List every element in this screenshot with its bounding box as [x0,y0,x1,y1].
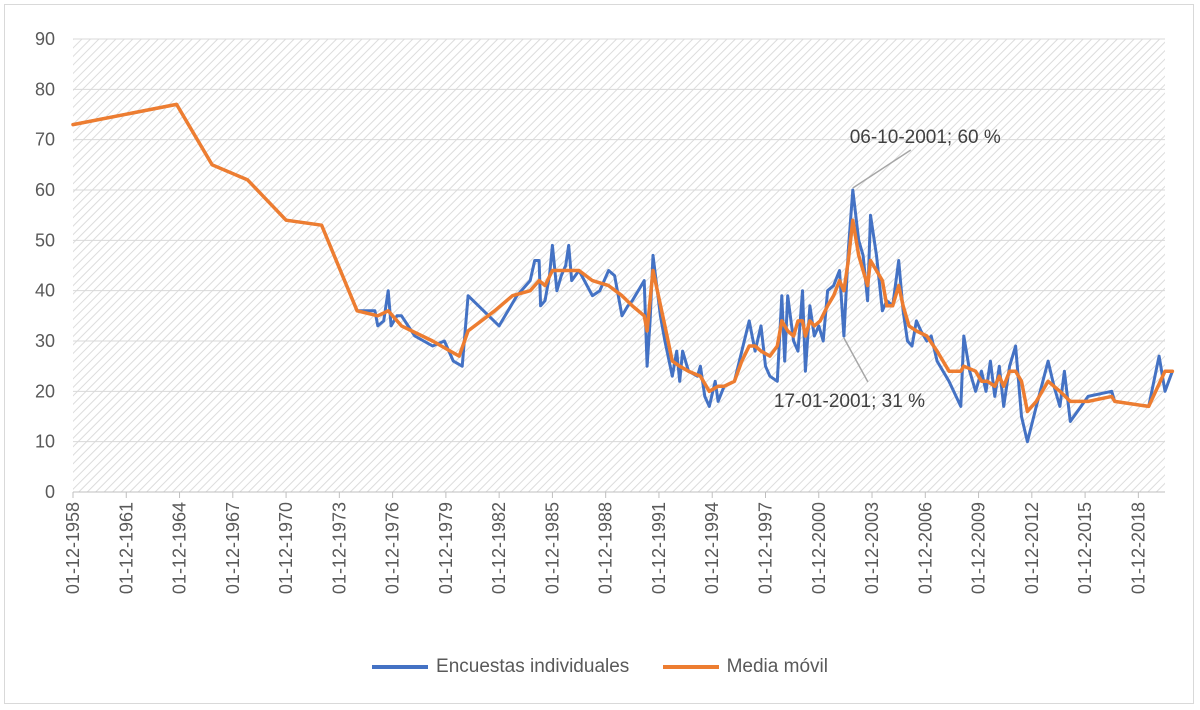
legend-item-media-movil: Media móvil [662,656,828,678]
annotation-low: 17-01-2001; 31 % [774,391,925,412]
x-tick-label: 01-12-1991 [649,502,669,594]
annotation-leader-low [843,337,869,383]
series-line-media-movil [71,102,1175,414]
x-tick-label: 01-12-2003 [862,502,882,594]
x-tick-label: 01-12-1961 [116,502,136,594]
y-tick-label: 40 [35,281,55,301]
plot-area [73,39,1165,492]
y-tick-label: 50 [35,230,55,250]
legend-label-media-movil: Media móvil [726,656,828,677]
x-tick-label: 01-12-1982 [489,502,509,594]
y-tick-label: 80 [35,79,55,99]
x-tick-label: 01-12-1964 [170,502,190,594]
annotation-leader-peak [852,149,912,189]
x-tick-label: 01-12-2000 [809,502,829,594]
y-tick-label: 10 [35,432,55,452]
legend-item-encuestas: Encuestas individuales [372,656,629,678]
y-axis: 0 10 20 30 40 50 60 70 80 90 [35,29,55,502]
y-tick-label: 20 [35,381,55,401]
x-tick-label: 01-12-1994 [702,502,722,594]
x-tick-label: 01-12-1976 [383,502,403,594]
x-tick-label: 01-12-2015 [1075,502,1095,594]
x-tick-label: 01-12-2018 [1128,502,1148,594]
chart-frame: 0 10 20 30 40 50 60 70 80 90 01-12-1958 01-12-1961… [4,4,1194,704]
line-chart: 0 10 20 30 40 50 60 70 80 90 01-12-1958 01-12-1961… [35,29,1175,594]
x-tick-label: 01-12-1973 [329,502,349,594]
series-lines [71,102,1175,444]
y-tick-label: 70 [35,130,55,150]
annotations: 06-10-2001; 60 % 17-01-2001; 31 % [774,127,1001,412]
legend-swatch-media-movil [662,665,719,669]
x-tick-label: 01-12-1958 [63,502,83,594]
x-tick-label: 01-12-2006 [915,502,935,594]
legend-label-encuestas: Encuestas individuales [436,656,630,677]
legend-swatch-encuestas [372,665,429,669]
x-tick-label: 01-12-2012 [1022,502,1042,594]
y-tick-label: 90 [35,29,55,49]
annotation-peak: 06-10-2001; 60 % [850,127,1001,148]
x-tick-label: 01-12-1985 [542,502,562,594]
legend: Encuestas individuales Media móvil [5,653,1195,678]
x-tick-label: 01-12-1970 [276,502,296,594]
y-tick-label: 0 [45,482,55,502]
y-tick-label: 30 [35,331,55,351]
x-axis: 01-12-1958 01-12-1961 01-12-1964 01-12-1967… [63,491,1165,594]
x-tick-label: 01-12-1988 [596,502,616,594]
x-tick-label: 01-12-1967 [223,502,243,594]
x-tick-label: 01-12-1979 [436,502,456,594]
x-tick-label: 01-12-2009 [969,502,989,594]
x-tick-label: 01-12-1997 [755,502,775,594]
y-tick-label: 60 [35,180,55,200]
